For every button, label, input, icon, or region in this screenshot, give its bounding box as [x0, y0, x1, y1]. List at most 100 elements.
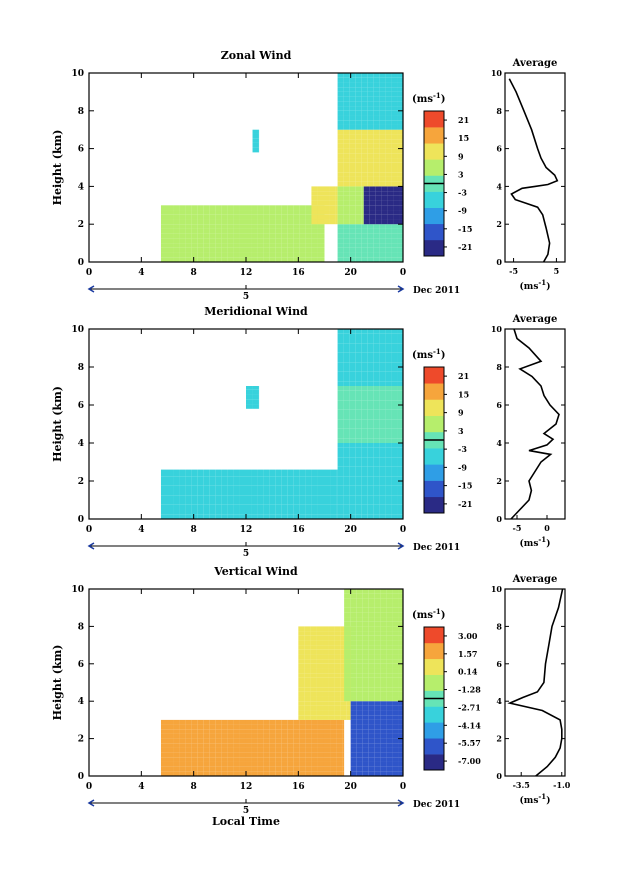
- heatmap-cell: [298, 710, 305, 716]
- heatmap-cell: [368, 663, 375, 669]
- heatmap-cell: [379, 238, 386, 244]
- heatmap-cell: [367, 424, 374, 429]
- heatmap-cell: [367, 343, 374, 348]
- heatmap-cell: [287, 238, 294, 244]
- average-y-tick-label: 10: [491, 584, 503, 594]
- heatmap-cell: [311, 747, 318, 753]
- heatmap-cell: [227, 761, 234, 767]
- heatmap-cell: [239, 733, 246, 739]
- heatmap-cell: [263, 210, 270, 215]
- heatmap-cell: [269, 214, 276, 220]
- heatmap-cell: [391, 414, 398, 420]
- heatmap-cell: [191, 224, 198, 229]
- heatmap-cell: [281, 214, 288, 220]
- colorbar-unit-exp: -1: [433, 347, 441, 356]
- heatmap-cell: [251, 252, 258, 258]
- heatmap-cell: [356, 682, 363, 688]
- heatmap-cell: [379, 485, 386, 491]
- x-tick-label: 0: [400, 782, 406, 792]
- heatmap-cell: [317, 743, 324, 748]
- heatmap-cell: [336, 481, 338, 486]
- heatmap-cell: [221, 509, 228, 515]
- heatmap-cell: [298, 705, 305, 711]
- heatmap-cell: [391, 376, 398, 382]
- heatmap-cell: [263, 252, 270, 258]
- colorbar-unit-base: (ms: [412, 610, 433, 621]
- heatmap-cell: [239, 238, 246, 244]
- heatmap-cell: [356, 617, 363, 622]
- heatmap-cell: [287, 224, 294, 229]
- heatmap-cell: [251, 233, 258, 239]
- colorbar-segment: [424, 722, 444, 739]
- heatmap-cell: [263, 476, 270, 481]
- heatmap-cell: [363, 210, 370, 215]
- heatmap-cell: [349, 186, 356, 192]
- heatmap-cell: [203, 495, 210, 500]
- heatmap-cell: [215, 243, 222, 248]
- heatmap-cell: [391, 87, 398, 92]
- heatmap-cell: [398, 631, 403, 636]
- heatmap-cell: [361, 134, 368, 140]
- heatmap-cell: [310, 649, 317, 655]
- heatmap-cell: [287, 500, 294, 505]
- heatmap-cell: [355, 419, 362, 424]
- heatmap-cell: [350, 668, 357, 674]
- heatmap-cell: [373, 452, 380, 458]
- heatmap-cell: [179, 771, 186, 776]
- heatmap-cell: [185, 738, 192, 744]
- heatmap-cell: [349, 77, 356, 83]
- heatmap-cell: [349, 471, 356, 477]
- heatmap-cell: [368, 771, 375, 776]
- y-axis-label: Height (km): [51, 130, 64, 206]
- average-y-tick-label: 0: [496, 257, 502, 267]
- heatmap-cell: [191, 243, 198, 248]
- heatmap-cell: [368, 701, 375, 706]
- heatmap-cell: [374, 771, 381, 776]
- heatmap-cell: [385, 110, 392, 116]
- heatmap-cell: [322, 696, 329, 702]
- heatmap-cell: [391, 148, 398, 154]
- heatmap-cell: [185, 743, 192, 748]
- heatmap-cell: [391, 110, 398, 116]
- heatmap-cell: [334, 626, 341, 632]
- heatmap-cell: [257, 504, 264, 510]
- heatmap-cell: [335, 191, 338, 196]
- heatmap-cell: [323, 500, 331, 505]
- heatmap-cell: [275, 757, 282, 762]
- heatmap-cell: [355, 371, 362, 377]
- heatmap-cell: [263, 214, 270, 220]
- heatmap-cell: [179, 757, 186, 762]
- heatmap-cell: [251, 719, 258, 725]
- heatmap-cell: [269, 747, 276, 753]
- panel-title: Vertical Wind: [213, 565, 298, 578]
- heatmap-cell: [160, 724, 167, 730]
- heatmap-cell: [379, 371, 386, 377]
- heatmap-cell: [245, 757, 252, 762]
- heatmap-cell: [367, 338, 374, 344]
- heatmap-cell: [166, 761, 174, 767]
- heatmap-cell: [209, 495, 216, 500]
- heatmap-cell: [356, 691, 363, 697]
- heatmap-cell: [379, 433, 386, 439]
- average-x-unit: (ms-1): [520, 535, 551, 549]
- heatmap-cell: [209, 504, 216, 510]
- heatmap-cell: [398, 710, 403, 716]
- heatmap-cell: [373, 247, 380, 253]
- heatmap-cell: [361, 205, 364, 211]
- heatmap-cell: [367, 110, 374, 116]
- heatmap-cell: [398, 645, 403, 650]
- heatmap-cell: [367, 509, 374, 515]
- heatmap-cell: [397, 352, 403, 358]
- heatmap-cell: [311, 504, 318, 510]
- heatmap-cell: [344, 682, 351, 688]
- heatmap-cell: [379, 181, 386, 187]
- heatmap-cell: [191, 210, 198, 215]
- heatmap-cell: [355, 495, 362, 500]
- heatmap-cell: [350, 603, 357, 608]
- heatmap-cell: [381, 200, 388, 206]
- heatmap-cell: [227, 210, 234, 215]
- heatmap-cell: [385, 433, 392, 439]
- heatmap-cell: [160, 210, 167, 215]
- heatmap-cell: [343, 371, 350, 377]
- heatmap-cell: [374, 724, 381, 730]
